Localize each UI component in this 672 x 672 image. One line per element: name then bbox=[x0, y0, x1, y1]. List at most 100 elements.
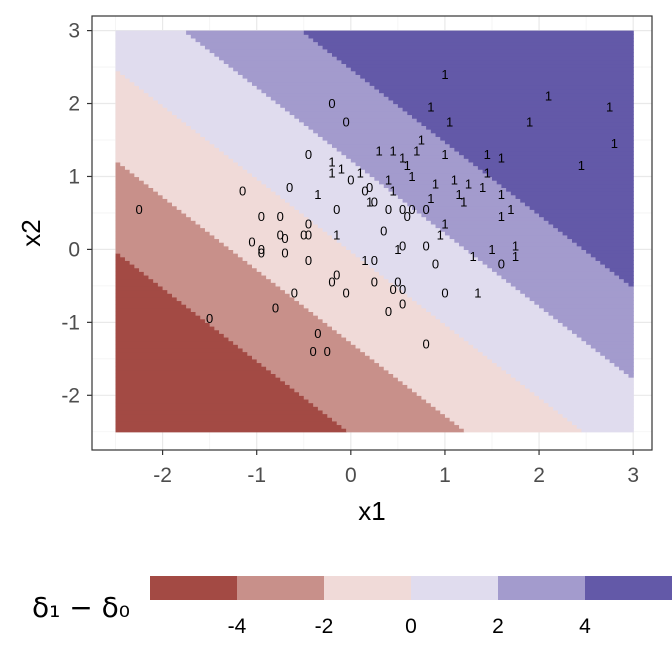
region-cell bbox=[115, 293, 173, 298]
region-cell bbox=[143, 88, 263, 94]
region-cell bbox=[449, 143, 634, 148]
region-cell bbox=[369, 172, 488, 178]
point-label-1: 1 bbox=[328, 154, 335, 169]
region-cell bbox=[416, 391, 535, 396]
region-cell bbox=[228, 154, 347, 159]
region-cell bbox=[209, 140, 328, 145]
region-cell bbox=[176, 296, 295, 302]
region-cell bbox=[553, 315, 634, 320]
region-cell bbox=[204, 136, 324, 141]
point-label-1: 1 bbox=[328, 165, 335, 180]
region-cell bbox=[219, 147, 338, 152]
region-cell bbox=[355, 253, 474, 258]
region-cell bbox=[115, 56, 220, 61]
region-cell bbox=[379, 271, 498, 276]
region-cell bbox=[444, 140, 634, 145]
region-cell bbox=[252, 355, 371, 360]
region-cell bbox=[153, 96, 272, 101]
region-cell bbox=[487, 264, 606, 269]
region-cell bbox=[115, 388, 295, 393]
region-cell bbox=[256, 267, 375, 272]
region-cell bbox=[266, 183, 385, 189]
point-label-1: 1 bbox=[479, 180, 486, 195]
region-cell bbox=[317, 223, 437, 229]
region-cell bbox=[360, 256, 479, 261]
region-cell bbox=[115, 121, 187, 127]
region-cell bbox=[186, 304, 305, 309]
region-cell bbox=[313, 311, 432, 316]
region-cell bbox=[397, 285, 517, 291]
region-cell bbox=[553, 406, 634, 411]
region-cell bbox=[172, 293, 291, 298]
point-label-0: 0 bbox=[423, 337, 430, 352]
region-cell bbox=[501, 366, 620, 371]
region-cell bbox=[299, 300, 418, 305]
region-cell bbox=[336, 420, 455, 426]
region-cell bbox=[341, 424, 460, 429]
region-cell bbox=[115, 41, 201, 46]
region-cell bbox=[115, 249, 234, 254]
region-cell bbox=[172, 110, 291, 116]
region-cell bbox=[313, 129, 432, 134]
point-label-1: 1 bbox=[418, 133, 425, 148]
region-cell bbox=[115, 110, 173, 116]
point-label-0: 0 bbox=[399, 202, 406, 217]
region-cell bbox=[346, 154, 465, 159]
region-cell bbox=[204, 318, 324, 323]
region-cell bbox=[115, 99, 159, 105]
region-cell bbox=[374, 176, 493, 181]
region-cell bbox=[167, 198, 286, 203]
region-cell bbox=[115, 129, 197, 134]
region-cell bbox=[430, 220, 550, 225]
region-cell bbox=[266, 366, 385, 371]
point-label-1: 1 bbox=[432, 176, 439, 191]
region-cell bbox=[473, 344, 592, 349]
point-label-0: 0 bbox=[300, 227, 307, 242]
region-cell bbox=[115, 395, 305, 400]
region-cell bbox=[280, 103, 399, 108]
region-cell bbox=[308, 307, 427, 313]
point-label-0: 0 bbox=[281, 246, 288, 261]
point-label-1: 1 bbox=[441, 216, 448, 231]
point-label-1: 1 bbox=[408, 169, 415, 184]
region-cell bbox=[548, 220, 634, 225]
region-cell bbox=[459, 242, 578, 247]
point-label-1: 1 bbox=[526, 114, 533, 129]
x-tick-label: -1 bbox=[247, 464, 266, 487]
region-cell bbox=[167, 107, 286, 112]
region-cell bbox=[534, 300, 634, 305]
region-cell bbox=[115, 223, 201, 229]
x-axis: -2 -1 0 1 2 3 bbox=[153, 450, 639, 487]
region-cell bbox=[407, 384, 526, 389]
region-cell bbox=[317, 132, 437, 137]
region-cell bbox=[115, 132, 201, 137]
region-cell bbox=[124, 256, 244, 261]
region-cell bbox=[176, 114, 295, 119]
region-cell bbox=[115, 220, 197, 225]
point-label-0: 0 bbox=[394, 275, 401, 290]
y-axis-title: x2 bbox=[16, 219, 46, 246]
region-cell bbox=[444, 322, 564, 327]
panel-border bbox=[91, 15, 653, 451]
region-cell bbox=[219, 329, 338, 334]
region-cell bbox=[162, 285, 281, 291]
point-label-1: 1 bbox=[606, 100, 613, 115]
region-cell bbox=[383, 92, 634, 97]
region-cell bbox=[294, 205, 413, 210]
region-cell bbox=[473, 253, 592, 258]
region-cell bbox=[520, 380, 634, 385]
region-cell bbox=[115, 366, 267, 371]
region-cell bbox=[115, 183, 150, 189]
region-cell bbox=[440, 318, 559, 323]
region-cell bbox=[482, 260, 601, 265]
region-cell bbox=[360, 74, 634, 79]
point-label-0: 0 bbox=[498, 257, 505, 272]
region-cell bbox=[412, 388, 531, 393]
region-cell bbox=[327, 231, 446, 236]
region-cell bbox=[190, 34, 310, 39]
region-cell bbox=[529, 296, 634, 302]
region-cell bbox=[190, 125, 310, 130]
region-cell bbox=[252, 264, 371, 269]
region-cell bbox=[148, 92, 267, 97]
region-cell bbox=[600, 260, 634, 265]
